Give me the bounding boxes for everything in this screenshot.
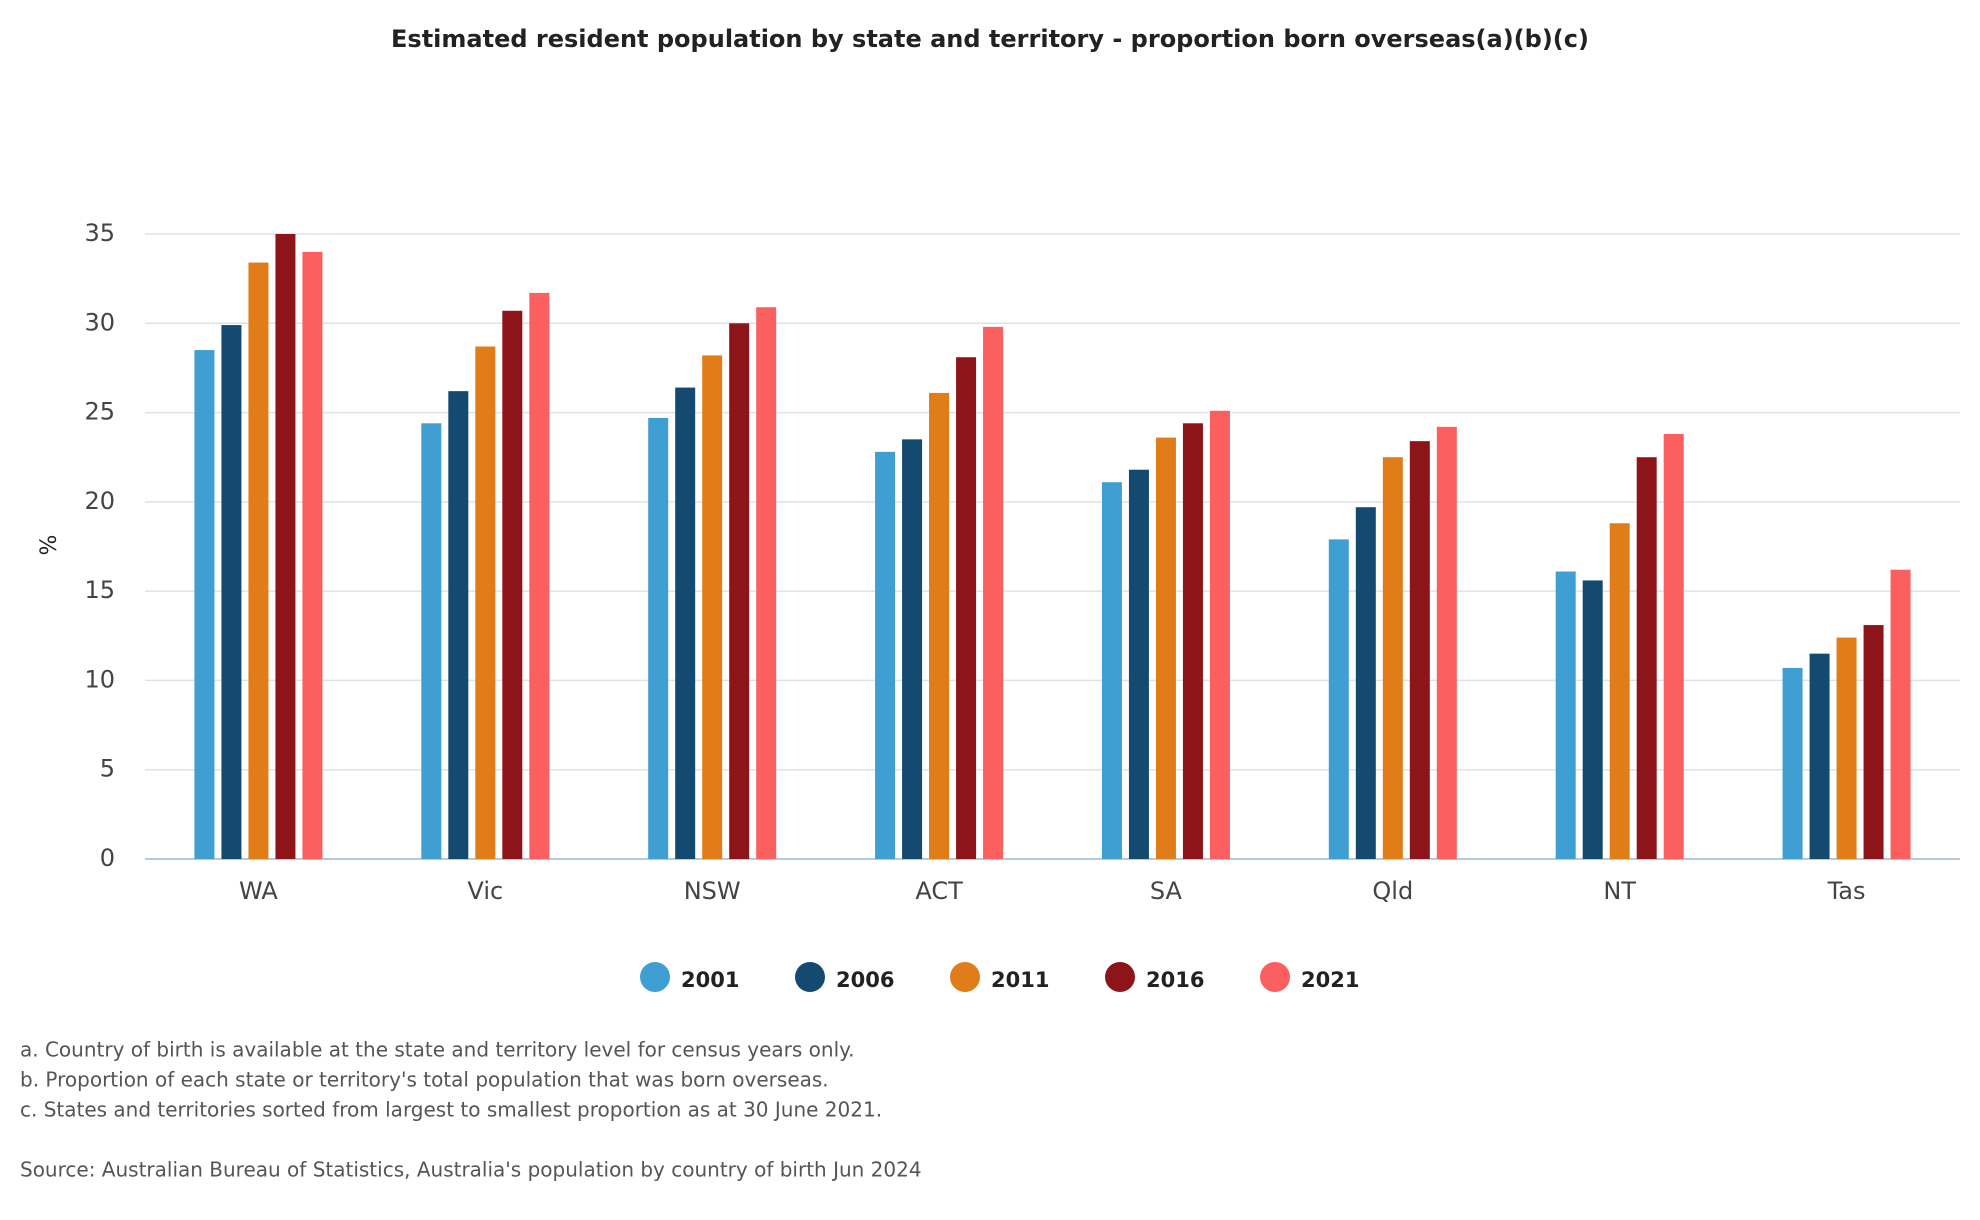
y-tick-label: 5 bbox=[100, 755, 115, 783]
x-tick-label: Tas bbox=[1827, 877, 1866, 905]
bar bbox=[729, 323, 750, 859]
bar bbox=[1436, 426, 1457, 859]
bar bbox=[756, 307, 777, 859]
bar bbox=[221, 325, 242, 860]
bar bbox=[1809, 653, 1830, 859]
y-tick-label: 35 bbox=[84, 219, 115, 247]
legend-label: 2001 bbox=[681, 968, 739, 992]
bar bbox=[1209, 410, 1230, 859]
legend-marker bbox=[640, 962, 670, 992]
x-tick-label: WA bbox=[239, 877, 278, 905]
bar bbox=[1836, 637, 1857, 859]
bar bbox=[1409, 441, 1430, 859]
bar bbox=[275, 234, 296, 859]
bar bbox=[875, 451, 896, 859]
y-tick-label: 20 bbox=[84, 487, 115, 515]
footnote: c. States and territories sorted from la… bbox=[20, 1098, 882, 1122]
source: Source: Australian Bureau of Statistics,… bbox=[20, 1158, 922, 1182]
y-tick-label: 0 bbox=[100, 844, 115, 872]
bar bbox=[983, 326, 1004, 859]
bar bbox=[675, 387, 696, 859]
bar bbox=[502, 310, 523, 859]
bar bbox=[1328, 539, 1349, 859]
x-tick-label: NSW bbox=[684, 877, 741, 905]
legend-label: 2011 bbox=[991, 968, 1049, 992]
x-tick-label: Vic bbox=[467, 877, 503, 905]
bar bbox=[448, 391, 469, 859]
y-axis-label: % bbox=[37, 535, 62, 556]
bar bbox=[302, 251, 323, 859]
footnote: a. Country of birth is available at the … bbox=[20, 1038, 855, 1062]
bar bbox=[1101, 482, 1122, 859]
bar bbox=[702, 355, 723, 859]
legend-label: 2021 bbox=[1301, 968, 1359, 992]
y-tick-label: 30 bbox=[84, 308, 115, 336]
bar bbox=[421, 423, 442, 859]
bar bbox=[1609, 523, 1630, 859]
bar bbox=[929, 392, 950, 859]
bar bbox=[1128, 469, 1149, 859]
bar bbox=[902, 439, 923, 859]
bar bbox=[1782, 667, 1803, 859]
y-tick-label: 10 bbox=[84, 665, 115, 693]
bar bbox=[194, 350, 215, 859]
legend-label: 2006 bbox=[836, 968, 894, 992]
legend-label: 2016 bbox=[1146, 968, 1204, 992]
bar bbox=[1355, 507, 1376, 859]
x-tick-label: NT bbox=[1603, 877, 1636, 905]
y-tick-label: 15 bbox=[84, 576, 115, 604]
bar bbox=[1863, 625, 1884, 859]
bar bbox=[1663, 434, 1684, 859]
bar bbox=[1155, 437, 1176, 859]
legend-marker bbox=[950, 962, 980, 992]
x-tick-label: ACT bbox=[915, 877, 963, 905]
legend-marker bbox=[1105, 962, 1135, 992]
bar bbox=[1582, 580, 1603, 859]
bar bbox=[1890, 569, 1911, 859]
bar bbox=[475, 346, 496, 859]
bar bbox=[529, 292, 550, 859]
legend-marker bbox=[795, 962, 825, 992]
legend-marker bbox=[1260, 962, 1290, 992]
bar bbox=[248, 262, 269, 860]
bar bbox=[1555, 571, 1576, 859]
bar bbox=[1182, 423, 1203, 859]
bar bbox=[956, 357, 977, 859]
bar bbox=[648, 417, 669, 859]
y-tick-label: 25 bbox=[84, 398, 115, 426]
footnote: b. Proportion of each state or territory… bbox=[20, 1068, 829, 1092]
x-tick-label: Qld bbox=[1372, 877, 1413, 905]
x-tick-label: SA bbox=[1150, 877, 1183, 905]
bar bbox=[1636, 457, 1657, 859]
bar bbox=[1382, 457, 1403, 859]
chart-title: Estimated resident population by state a… bbox=[391, 25, 1589, 53]
